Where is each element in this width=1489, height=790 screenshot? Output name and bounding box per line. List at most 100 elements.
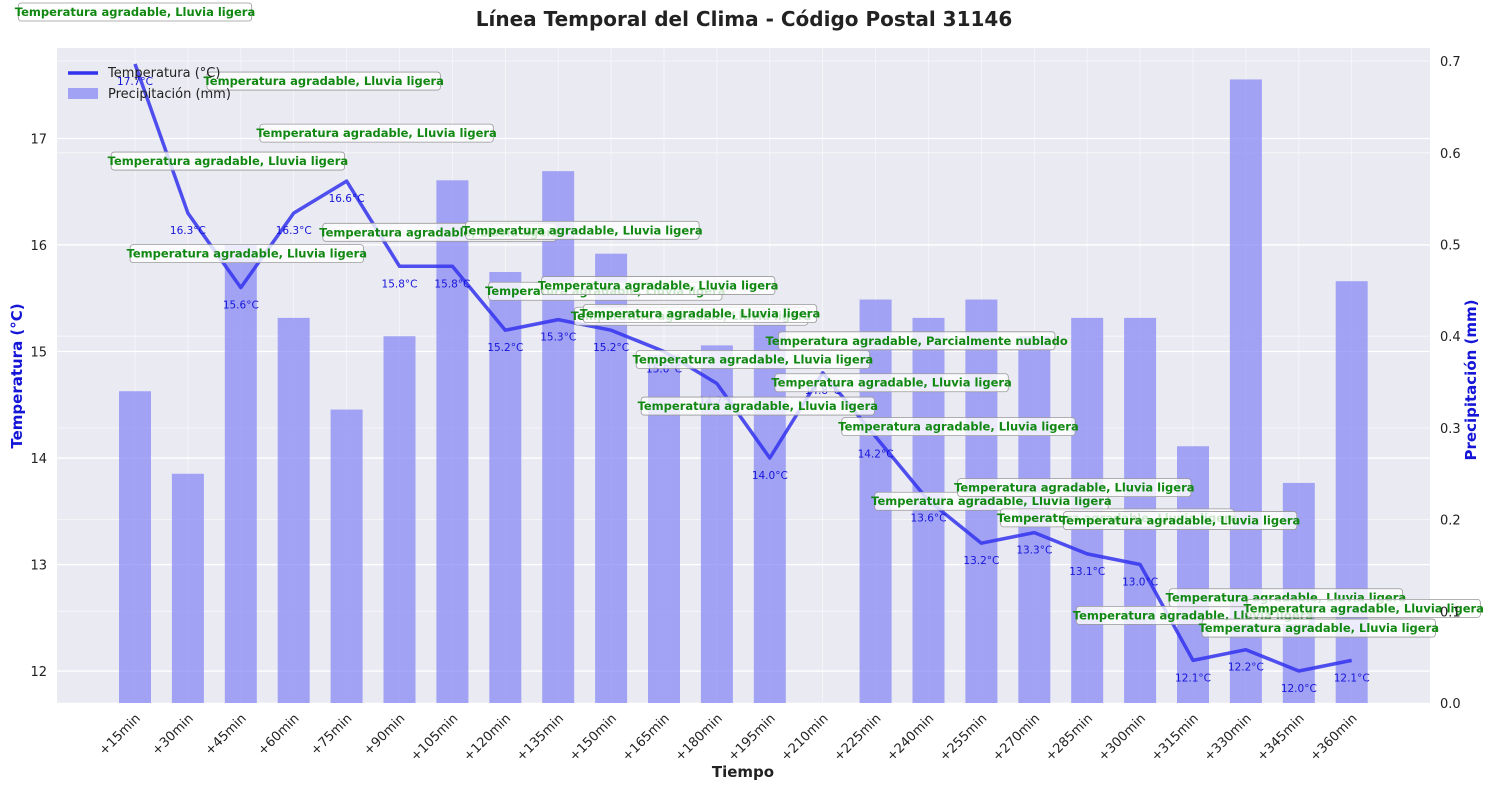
legend-label-temperature: Temperatura (°C) (107, 66, 220, 81)
annotation-box (17, 2, 253, 22)
temp-value-label: 14.0°C (752, 470, 788, 482)
y-axis-right-title: Precipitación (mm) (1462, 300, 1480, 461)
x-tick-label: +315min (1149, 711, 1202, 764)
x-tick-label: +225min (831, 711, 884, 764)
x-tick-label: +135min (514, 711, 567, 764)
annotation-box (957, 478, 1192, 497)
precip-bar (330, 409, 363, 703)
x-tick-label: +15min (96, 711, 143, 758)
annotation-text: Temperatura agradable, Lluvia ligera (838, 420, 1078, 434)
precip-bar (1335, 281, 1368, 703)
annotation-text: Temperatura agradable, Lluvia ligera (1199, 621, 1439, 635)
temperature-line-group (133, 63, 1353, 673)
x-tick-label: +150min (567, 711, 620, 764)
annotation-box (110, 151, 345, 171)
annotation: Temperatura agradable, Lluvia ligera (127, 244, 367, 264)
temp-value-label: 16.3°C (170, 225, 206, 237)
annotation-text: Temperatura agradable, Lluvia ligera (15, 5, 255, 19)
annotation-text: Temperatura agradable, Lluvia ligera (771, 376, 1011, 390)
annotation-text: Temperatura agradable, Lluvia ligera (538, 279, 778, 293)
annotation-text: Temperatura agradable, Parcialmente nubl… (766, 334, 1068, 348)
annotation-text: Temperatura agradable, Lluvia ligera (638, 399, 878, 413)
precip-bar (489, 272, 522, 703)
y-tick-right-label: 0.6 (1440, 147, 1461, 162)
y-tick-left-label: 12 (30, 665, 47, 680)
annotation-text: Temperatura agradable, Lluvia ligera (633, 352, 873, 366)
y-tick-right-label: 0.1 (1440, 605, 1461, 620)
x-tick-label: +75min (308, 711, 355, 758)
temperature-line (133, 63, 1353, 673)
legend-label-precipitation: Precipitación (mm) (108, 87, 231, 102)
y-tick-right-label: 0.7 (1440, 55, 1461, 70)
precip-bar (119, 391, 151, 703)
y-axis-left-title: Temperatura (°C) (8, 303, 26, 448)
annotation: Temperatura agradable, Lluvia ligera (1060, 511, 1300, 530)
temp-value-label: 14.2°C (858, 449, 894, 461)
annotation: Temperatura agradable, Lluvia ligera (1199, 618, 1439, 638)
temp-value-label: 12.0°C (1281, 683, 1317, 695)
legend-bar-swatch (68, 88, 98, 99)
temp-value-label: 13.3°C (1016, 545, 1052, 557)
annotation-text: Temperatura agradable, Lluvia ligera (871, 494, 1111, 508)
x-tick-label: +360min (1307, 711, 1360, 764)
y-tick-left-label: 14 (30, 452, 47, 467)
temp-value-label: 13.6°C (911, 513, 947, 525)
annotation: Temperatura agradable, Lluvia ligera (580, 304, 820, 323)
annotation: Temperatura agradable, Lluvia ligera (462, 220, 703, 240)
precip-bar (171, 473, 204, 703)
y-tick-right-label: 0.3 (1440, 422, 1461, 437)
y-tick-right-label: 0.4 (1440, 330, 1461, 345)
annotation-box (778, 331, 1056, 351)
annotation-box (259, 123, 494, 143)
temp-value-label: 15.6°C (223, 300, 259, 312)
annotation-box (640, 396, 875, 416)
y-tick-right-label: 0.0 (1440, 697, 1461, 712)
x-tick-label: +120min (461, 711, 514, 764)
x-tick-label: +165min (620, 711, 673, 764)
x-tick-label: +255min (937, 711, 990, 764)
x-tick-label: +60min (255, 711, 302, 758)
x-tick-label: +270min (990, 711, 1043, 764)
annotation-text: Temperatura agradable, Lluvia ligera (1243, 601, 1483, 615)
x-tick-label: +345min (1254, 711, 1307, 764)
annotation-box (1201, 618, 1436, 638)
annotation-text: Temperatura agradable, Lluvia ligera (954, 481, 1194, 495)
annotation: Temperatura agradable, Lluvia ligera (15, 2, 255, 22)
temp-value-label: 16.6°C (329, 193, 365, 205)
x-tick-label: +210min (778, 711, 831, 764)
x-tick-label: +180min (673, 711, 726, 764)
temp-value-label: 12.1°C (1334, 672, 1370, 684)
annotation-text: Temperatura agradable, Lluvia ligera (203, 74, 443, 88)
precip-bar (277, 317, 310, 703)
annotation: Temperatura agradable, Parcialmente nubl… (766, 331, 1068, 351)
annotation: Temperatura agradable, Lluvia ligera (203, 71, 444, 91)
annotation-text: Temperatura agradable, Lluvia ligera (108, 154, 348, 168)
legend: Temperatura (°C) Precipitación (mm) (68, 66, 231, 102)
y-tick-left-label: 15 (30, 346, 47, 361)
annotation-box (206, 71, 441, 91)
annotation: Temperatura agradable, Lluvia ligera (638, 396, 878, 416)
x-tick-label: +105min (408, 711, 461, 764)
annotation-box (1063, 511, 1298, 530)
x-tick-label: +90min (361, 711, 408, 758)
temp-value-label: 15.2°C (487, 342, 523, 354)
x-tick-label: +30min (149, 711, 196, 758)
y-tick-right-label: 0.2 (1440, 514, 1461, 529)
annotation-box (774, 373, 1009, 393)
annotation-text: Temperatura agradable, Lluvia ligera (127, 247, 367, 261)
x-tick-label: +240min (884, 711, 937, 764)
annotation-box (841, 417, 1076, 437)
temp-value-label: 15.2°C (593, 342, 629, 354)
y-tick-left-label: 16 (30, 239, 47, 254)
temp-value-label: 13.1°C (1069, 566, 1105, 578)
y-tick-left-label: 13 (30, 559, 47, 574)
annotation-text: Temperatura agradable, Lluvia ligera (462, 223, 702, 237)
annotation: Temperatura agradable, Lluvia ligera (771, 373, 1012, 393)
chart-title: Línea Temporal del Clima - Código Postal… (476, 7, 1013, 31)
annotation-box (1246, 598, 1481, 618)
annotation: Temperatura agradable, Lluvia ligera (954, 478, 1195, 497)
y-tick-right-label: 0.5 (1440, 239, 1461, 254)
temp-value-label: 12.1°C (1175, 672, 1211, 684)
annotation: Temperatura agradable, Lluvia ligera (538, 276, 778, 295)
